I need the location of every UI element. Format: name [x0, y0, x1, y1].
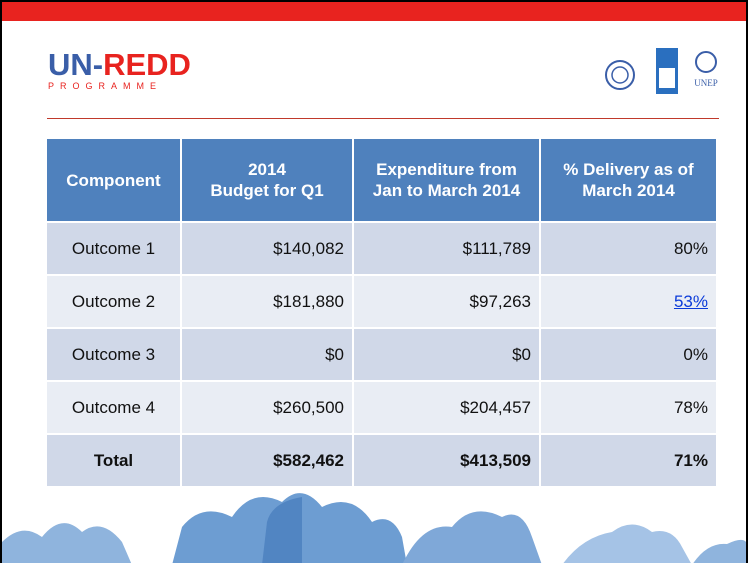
- undp-logo-inner: [659, 68, 675, 88]
- trees-banner: [2, 482, 746, 563]
- cell-text: $140,082: [273, 239, 344, 258]
- row-label: Outcome 2: [47, 275, 181, 328]
- cell-value: 80%: [540, 222, 717, 275]
- cell-value: $0: [353, 328, 540, 381]
- header-line: Jan to March 2014: [373, 181, 520, 200]
- cell-value: $260,500: [181, 381, 353, 434]
- cell-value: 78%: [540, 381, 717, 434]
- cell-value: $97,263: [353, 275, 540, 328]
- cell-text: Total: [94, 451, 133, 470]
- header-row: Component 2014 Budget for Q1 Expenditure fr…: [47, 139, 717, 222]
- cell-value: $111,789: [353, 222, 540, 275]
- table-row: Total $582,462 $413,509 71%: [47, 434, 717, 486]
- table-body: Outcome 1 $140,082 $111,789 80% Outcome 2 $18…: [47, 222, 717, 486]
- tree: [2, 523, 132, 563]
- cell-text: $111,789: [463, 239, 531, 258]
- divider: [47, 118, 719, 119]
- cell-value: $140,082: [181, 222, 353, 275]
- header-line: 2014: [248, 160, 286, 179]
- cell-text: $181,880: [273, 292, 344, 311]
- tree: [692, 540, 746, 563]
- cell-text: $97,263: [470, 292, 531, 311]
- unep-label: UNEP: [694, 78, 718, 88]
- top-bar: [2, 2, 746, 21]
- cell-text: $260,500: [273, 398, 344, 417]
- cell-text: 71%: [674, 451, 708, 470]
- header-line: Component: [66, 171, 160, 190]
- cell-value: $204,457: [353, 381, 540, 434]
- header-line: Expenditure from: [376, 160, 517, 179]
- row-label: Outcome 4: [47, 381, 181, 434]
- partner-logos: UNEP: [602, 42, 727, 107]
- header-line: % Delivery as of: [563, 160, 693, 179]
- cell-text: Outcome 2: [72, 292, 155, 311]
- page: UN-REDD PROGRAMME UNEP Component 2014 Budg…: [0, 0, 748, 563]
- cell-value: $413,509: [353, 434, 540, 486]
- row-label: Total: [47, 434, 181, 486]
- cell-text: 0%: [683, 345, 708, 364]
- cell-text: $413,509: [460, 451, 531, 470]
- column-header: Component: [47, 139, 181, 222]
- logo-title: UN-REDD: [48, 50, 191, 80]
- cell-text: Outcome 4: [72, 398, 155, 417]
- cell-text: 80%: [674, 239, 708, 258]
- fao-logo: [606, 61, 634, 89]
- cell-value: 0%: [540, 328, 717, 381]
- tree: [402, 511, 542, 563]
- table-row: Outcome 2 $181,880 $97,263 53%: [47, 275, 717, 328]
- cell-text: $582,462: [273, 451, 344, 470]
- cell-text: $0: [325, 345, 344, 364]
- header-line: Budget for Q1: [210, 181, 323, 200]
- cell-text: $0: [512, 345, 531, 364]
- column-header: Expenditure from Jan to March 2014: [353, 139, 540, 222]
- header-line: March 2014: [582, 181, 675, 200]
- cell-value: $181,880: [181, 275, 353, 328]
- cell-value: 53%: [540, 275, 717, 328]
- unep-logo: [696, 52, 716, 72]
- cell-text: Outcome 1: [72, 239, 155, 258]
- table-row: Outcome 4 $260,500 $204,457 78%: [47, 381, 717, 434]
- row-label: Outcome 1: [47, 222, 181, 275]
- column-header: % Delivery as of March 2014: [540, 139, 717, 222]
- cell-text: 78%: [674, 398, 708, 417]
- cell-value: 71%: [540, 434, 717, 486]
- table-row: Outcome 1 $140,082 $111,789 80%: [47, 222, 717, 275]
- cell-text: Outcome 3: [72, 345, 155, 364]
- logo: UN-REDD PROGRAMME: [48, 50, 191, 91]
- cell-value: $0: [181, 328, 353, 381]
- cell-text: $204,457: [460, 398, 531, 417]
- column-header: 2014 Budget for Q1: [181, 139, 353, 222]
- table-row: Outcome 3 $0 $0 0%: [47, 328, 717, 381]
- slide: UN-REDD PROGRAMME UNEP Component 2014 Budg…: [0, 0, 748, 563]
- budget-table: Component 2014 Budget for Q1 Expenditure fr…: [47, 139, 718, 486]
- logo-subtitle: PROGRAMME: [48, 81, 191, 91]
- tree: [562, 525, 692, 563]
- row-label: Outcome 3: [47, 328, 181, 381]
- link[interactable]: 53%: [674, 292, 708, 311]
- cell-value: $582,462: [181, 434, 353, 486]
